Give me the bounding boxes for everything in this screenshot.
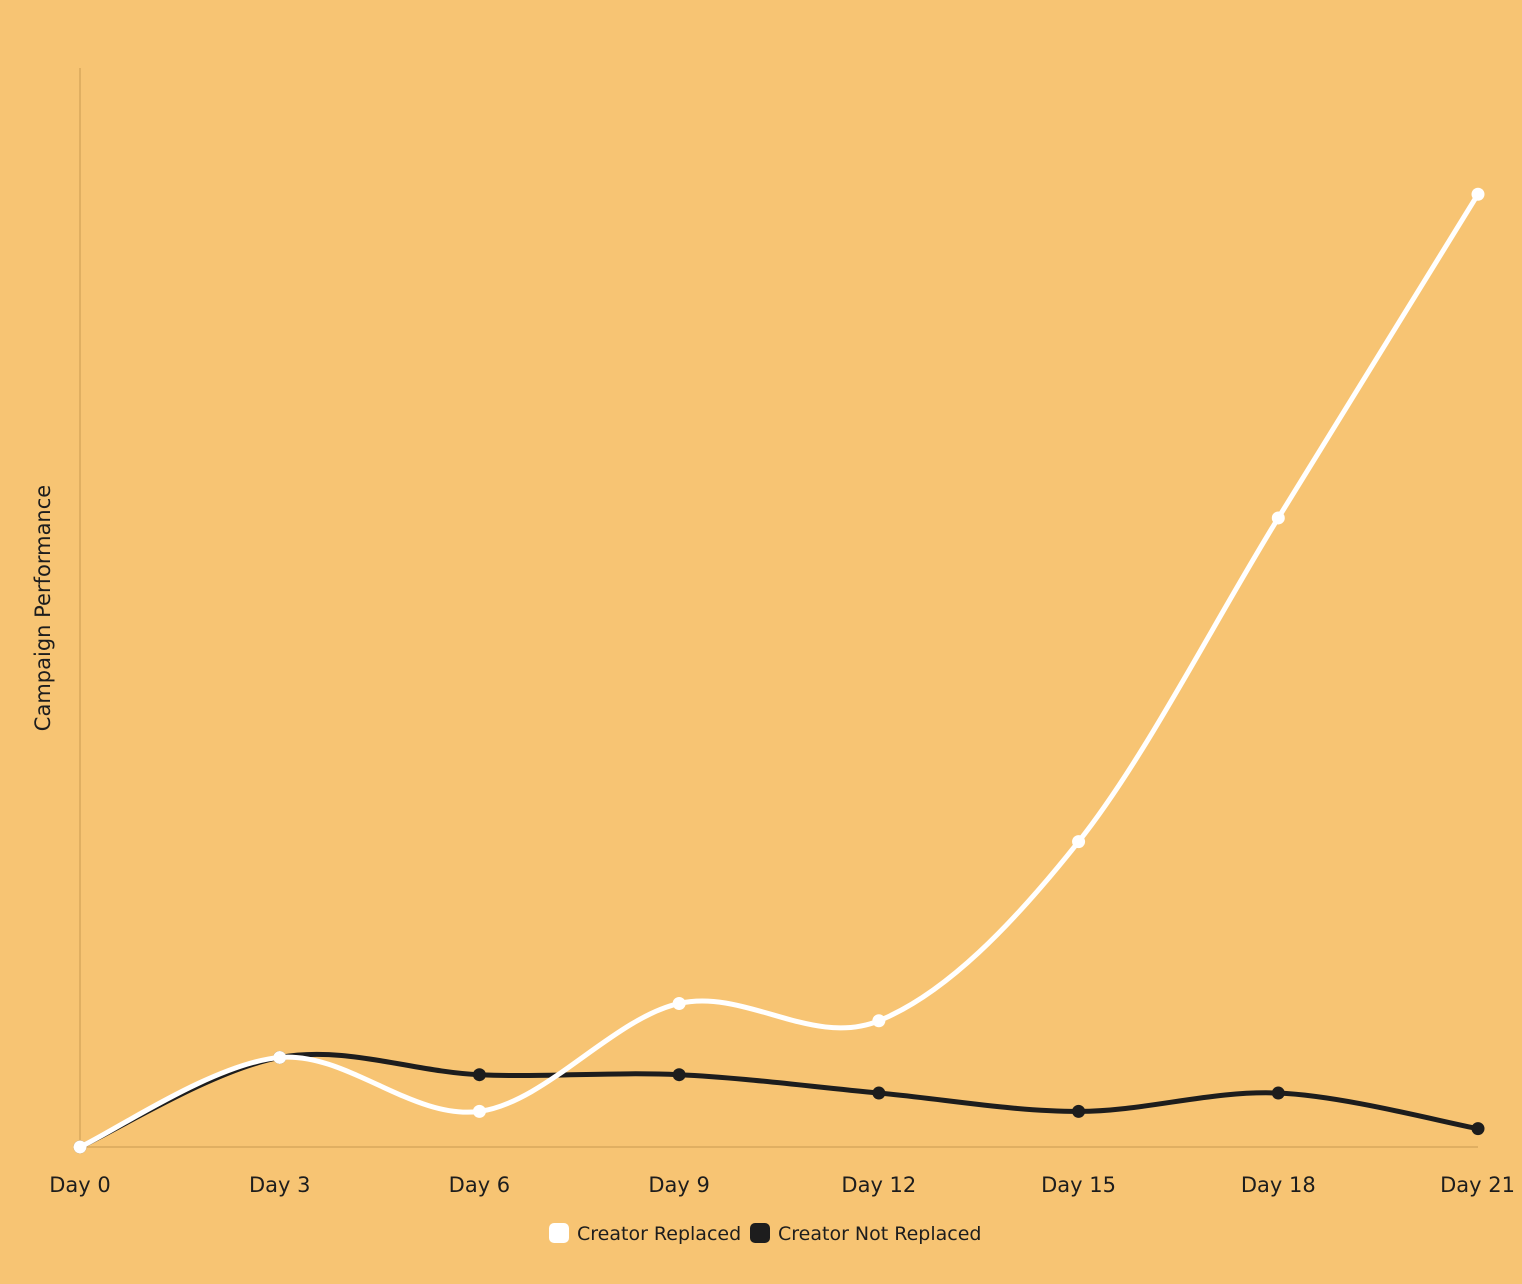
legend-item-creator-not-replaced[interactable]: Creator Not Replaced	[750, 1223, 981, 1245]
legend-label-creator-not-replaced: Creator Not Replaced	[778, 1223, 981, 1245]
legend-item-creator-replaced[interactable]: Creator Replaced	[549, 1223, 741, 1245]
data-point-creator-not-replaced[interactable]	[1271, 1086, 1285, 1100]
x-tick-labels: Day 0 Day 3 Day 6 Day 9 Day 12 Day 15 Day 18 Da…	[49, 1173, 1515, 1197]
data-point-creator-replaced[interactable]	[273, 1050, 287, 1064]
x-tick-label: Day 18	[1241, 1173, 1316, 1197]
data-point-creator-replaced[interactable]	[1072, 835, 1086, 849]
data-point-creator-replaced[interactable]	[472, 1104, 486, 1118]
data-point-creator-not-replaced[interactable]	[872, 1086, 886, 1100]
legend-swatch-creator-not-replaced	[750, 1223, 770, 1243]
data-point-creator-replaced[interactable]	[672, 996, 686, 1010]
data-point-creator-replaced[interactable]	[1271, 511, 1285, 525]
x-tick-label: Day 6	[449, 1173, 511, 1197]
data-point-creator-not-replaced[interactable]	[472, 1068, 486, 1082]
legend-swatch-creator-replaced	[549, 1223, 569, 1243]
series-line-creator-not-replaced	[77, 1051, 1481, 1150]
series-line-creator-replaced	[77, 191, 1481, 1150]
x-tick-label: Day 15	[1041, 1173, 1116, 1197]
x-tick-label: Day 12	[841, 1173, 916, 1197]
data-point-creator-not-replaced[interactable]	[672, 1068, 686, 1082]
legend-label-creator-replaced: Creator Replaced	[577, 1223, 741, 1245]
series-layer	[73, 187, 1485, 1154]
legend: Creator Replaced Creator Not Replaced	[549, 1223, 981, 1245]
x-tick-label: Day 0	[49, 1173, 111, 1197]
series-creator-not-replaced	[73, 1050, 1485, 1154]
data-point-creator-not-replaced[interactable]	[1471, 1122, 1485, 1136]
data-point-creator-replaced[interactable]	[872, 1014, 886, 1028]
x-tick-label: Day 3	[249, 1173, 311, 1197]
data-point-creator-replaced[interactable]	[73, 1140, 87, 1154]
series-creator-replaced	[73, 187, 1485, 1154]
x-tick-label: Day 9	[648, 1173, 710, 1197]
data-point-creator-replaced[interactable]	[1471, 187, 1485, 201]
data-point-creator-not-replaced[interactable]	[1072, 1104, 1086, 1118]
y-axis-title: Campaign Performance	[31, 485, 55, 731]
x-tick-label: Day 21	[1440, 1173, 1515, 1197]
